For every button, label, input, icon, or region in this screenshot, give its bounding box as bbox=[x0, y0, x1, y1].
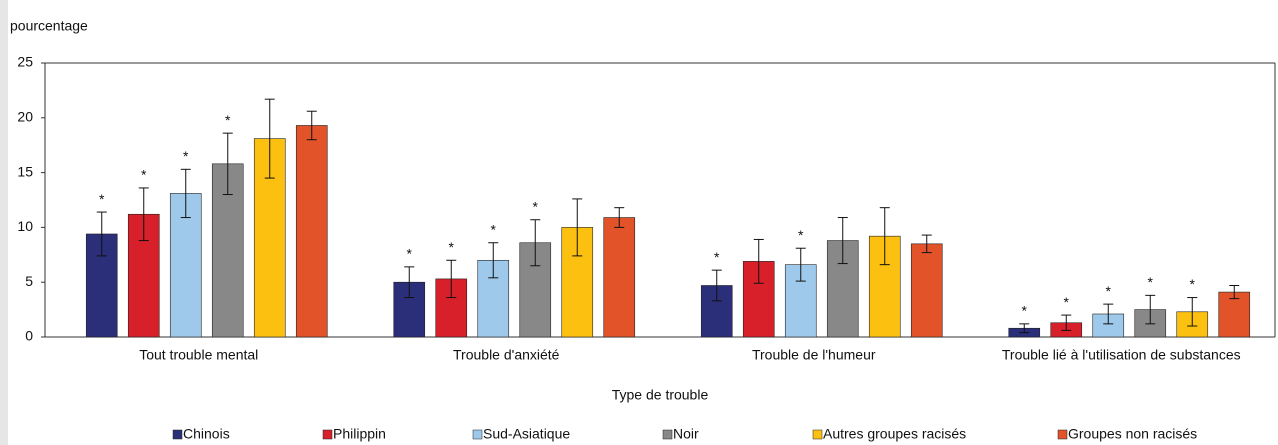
legend-label: Chinois bbox=[183, 426, 230, 442]
significance-marker: * bbox=[1190, 276, 1196, 292]
x-tick-label: Trouble de l'humeur bbox=[752, 347, 876, 363]
bar bbox=[169, 193, 202, 338]
significance-marker: * bbox=[449, 239, 455, 255]
y-tick-label: 20 bbox=[17, 109, 33, 125]
significance-marker: * bbox=[183, 148, 189, 164]
significance-marker: * bbox=[407, 246, 413, 262]
y-tick-label: 15 bbox=[17, 163, 33, 179]
significance-marker: * bbox=[1022, 303, 1028, 319]
significance-marker: * bbox=[533, 198, 539, 214]
significance-marker: * bbox=[99, 191, 105, 207]
bar bbox=[295, 125, 328, 338]
significance-marker: * bbox=[491, 221, 497, 237]
legend-swatch bbox=[1057, 429, 1068, 440]
bar bbox=[910, 243, 943, 338]
side-strip bbox=[0, 0, 8, 445]
legend-swatch bbox=[662, 429, 673, 440]
legend-label: Autres groupes racisés bbox=[823, 426, 966, 442]
legend-swatch bbox=[812, 429, 823, 440]
significance-marker: * bbox=[1064, 294, 1070, 310]
legend-label: Noir bbox=[673, 426, 699, 442]
significance-marker: * bbox=[798, 227, 804, 243]
significance-marker: * bbox=[225, 112, 231, 128]
legend-label: Philippin bbox=[333, 426, 386, 442]
bar bbox=[1218, 291, 1251, 338]
x-tick-label: Tout trouble mental bbox=[139, 347, 258, 363]
bar bbox=[603, 217, 636, 338]
significance-marker: * bbox=[141, 167, 147, 183]
legend-swatch bbox=[472, 429, 483, 440]
x-tick-label: Trouble d'anxiété bbox=[453, 347, 560, 363]
x-axis-label: Type de trouble bbox=[612, 387, 709, 403]
significance-marker: * bbox=[1106, 283, 1112, 299]
y-tick-label: 0 bbox=[25, 328, 33, 344]
significance-marker: * bbox=[1148, 274, 1154, 290]
legend-swatch bbox=[172, 429, 183, 440]
significance-marker: * bbox=[714, 249, 720, 265]
legend-swatch bbox=[322, 429, 333, 440]
y-tick-label: 5 bbox=[25, 273, 33, 289]
x-tick-label: Trouble lié à l'utilisation de substance… bbox=[1002, 347, 1241, 363]
y-axis-label: pourcentage bbox=[10, 18, 88, 34]
legend-label: Groupes non racisés bbox=[1068, 426, 1197, 442]
legend-label: Sud-Asiatique bbox=[483, 426, 570, 442]
y-tick-label: 10 bbox=[17, 218, 33, 234]
y-tick-label: 25 bbox=[17, 54, 33, 70]
